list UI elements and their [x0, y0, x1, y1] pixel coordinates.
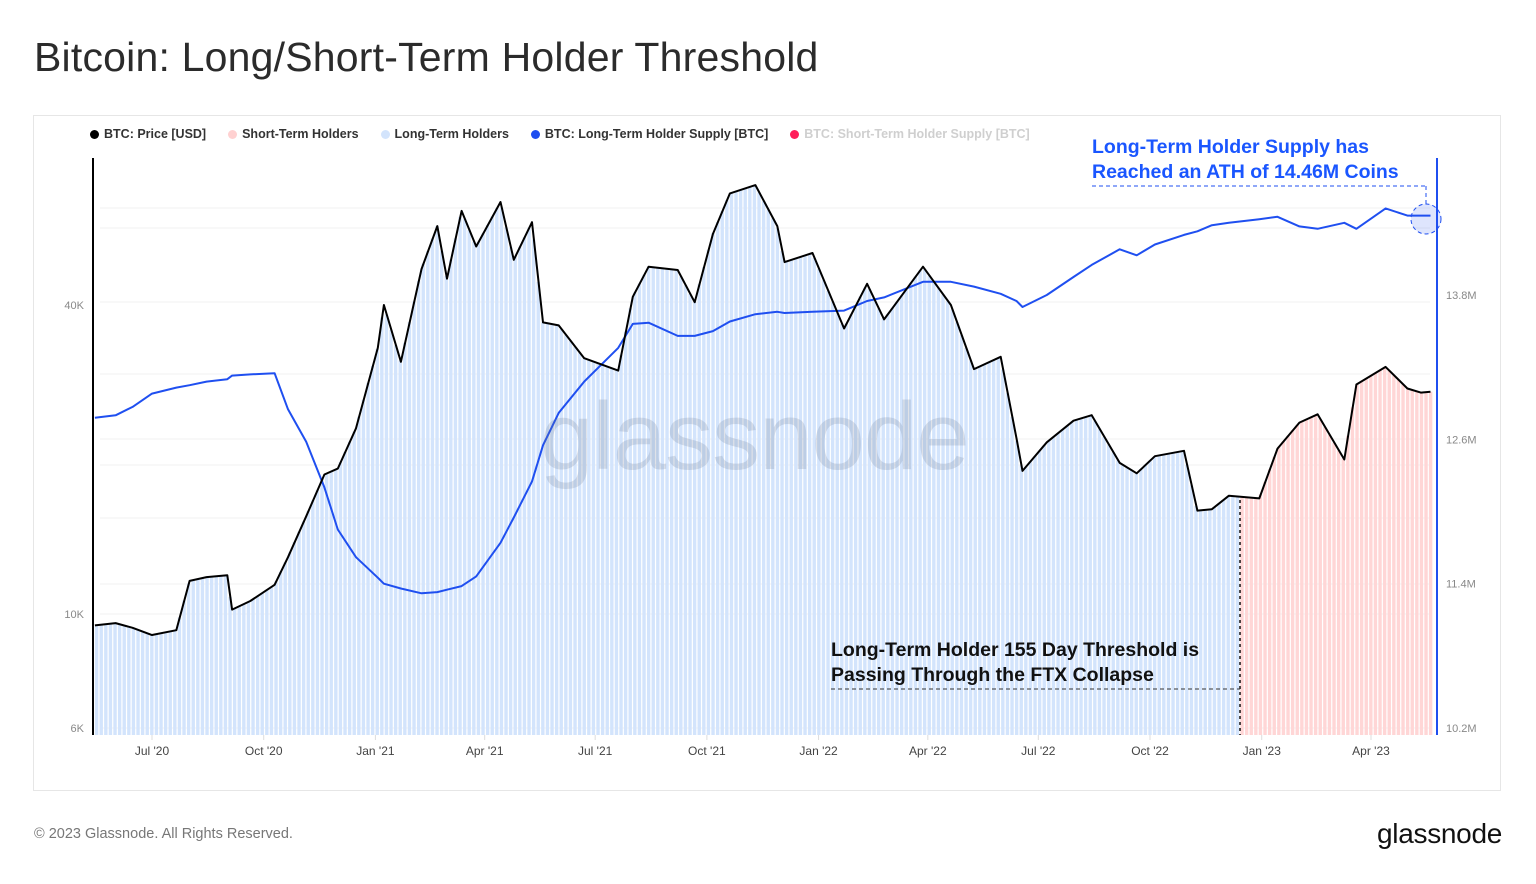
glassnode-logo: glassnode	[1377, 818, 1502, 849]
legend-label: BTC: Short-Term Holder Supply [BTC]	[804, 127, 1030, 141]
svg-text:10.2M: 10.2M	[1446, 723, 1477, 735]
legend-item-sth-supply[interactable]: BTC: Short-Term Holder Supply [BTC]	[790, 127, 1030, 141]
axes: 40K 10K 6K 10.2M 11.4M 12.6M 13.8M Jul '20 Oct '…	[64, 158, 1477, 758]
ath-annotation-line1: Long-Term Holder Supply has	[1092, 136, 1369, 158]
legend-label: BTC: Price [USD]	[104, 127, 207, 141]
legend-label: BTC: Long-Term Holder Supply [BTC]	[544, 127, 769, 141]
legend-dot-icon	[380, 129, 390, 139]
svg-text:6K: 6K	[71, 723, 85, 735]
watermark: glassnode	[540, 383, 970, 490]
chart-legend: BTC: Price [USD] Short-Term Holders Long…	[90, 127, 1030, 141]
legend-label: Long-Term Holders	[394, 127, 509, 141]
svg-text:Jul '21: Jul '21	[578, 744, 613, 758]
legend-dot-icon	[530, 129, 540, 139]
legend-item-price[interactable]: BTC: Price [USD]	[90, 127, 206, 141]
svg-text:12.6M: 12.6M	[1446, 434, 1477, 446]
series-lines	[94, 184, 1431, 636]
svg-text:Jan '21: Jan '21	[356, 744, 395, 758]
legend-item-lth[interactable]: Long-Term Holders	[380, 127, 509, 141]
ath-annotation: Long-Term Holder Supply has Reached an A…	[1092, 135, 1399, 185]
svg-text:Jan '23: Jan '23	[1243, 744, 1282, 758]
svg-text:Apr '23: Apr '23	[1352, 744, 1390, 758]
svg-text:Oct '22: Oct '22	[1131, 744, 1169, 758]
legend-item-lth-supply[interactable]: BTC: Long-Term Holder Supply [BTC]	[530, 127, 769, 141]
svg-text:40K: 40K	[64, 300, 84, 312]
svg-text:Apr '21: Apr '21	[466, 744, 504, 758]
ath-annotation-line2: Reached an ATH of 14.46M Coins	[1092, 161, 1399, 183]
legend-dot-icon	[228, 129, 238, 139]
copyright: © 2023 Glassnode. All Rights Reserved.	[34, 826, 293, 842]
svg-text:Jul '22: Jul '22	[1021, 744, 1056, 758]
svg-text:13.8M: 13.8M	[1446, 290, 1477, 302]
threshold-annotation-line2: Passing Through the FTX Collapse	[831, 664, 1154, 686]
legend-dot-icon	[790, 129, 800, 139]
threshold-annotation-line1: Long-Term Holder 155 Day Threshold is	[831, 639, 1200, 661]
page-title: Bitcoin: Long/Short-Term Holder Threshol…	[34, 34, 819, 80]
annotation-overlays	[831, 185, 1442, 735]
svg-text:Jan '22: Jan '22	[799, 744, 838, 758]
legend-dot-icon	[90, 129, 99, 139]
legend-item-sth[interactable]: Short-Term Holders	[228, 127, 359, 141]
svg-text:11.4M: 11.4M	[1446, 579, 1476, 591]
svg-text:Oct '21: Oct '21	[688, 744, 726, 758]
svg-text:Jul '20: Jul '20	[135, 744, 170, 758]
svg-text:Apr '22: Apr '22	[909, 744, 947, 758]
svg-text:10K: 10K	[64, 609, 84, 621]
legend-label: Short-Term Holders	[242, 127, 359, 141]
svg-text:Oct '20: Oct '20	[245, 744, 283, 758]
threshold-annotation: Long-Term Holder 155 Day Threshold is Pa…	[831, 638, 1199, 688]
holder-bars	[94, 185, 1433, 736]
